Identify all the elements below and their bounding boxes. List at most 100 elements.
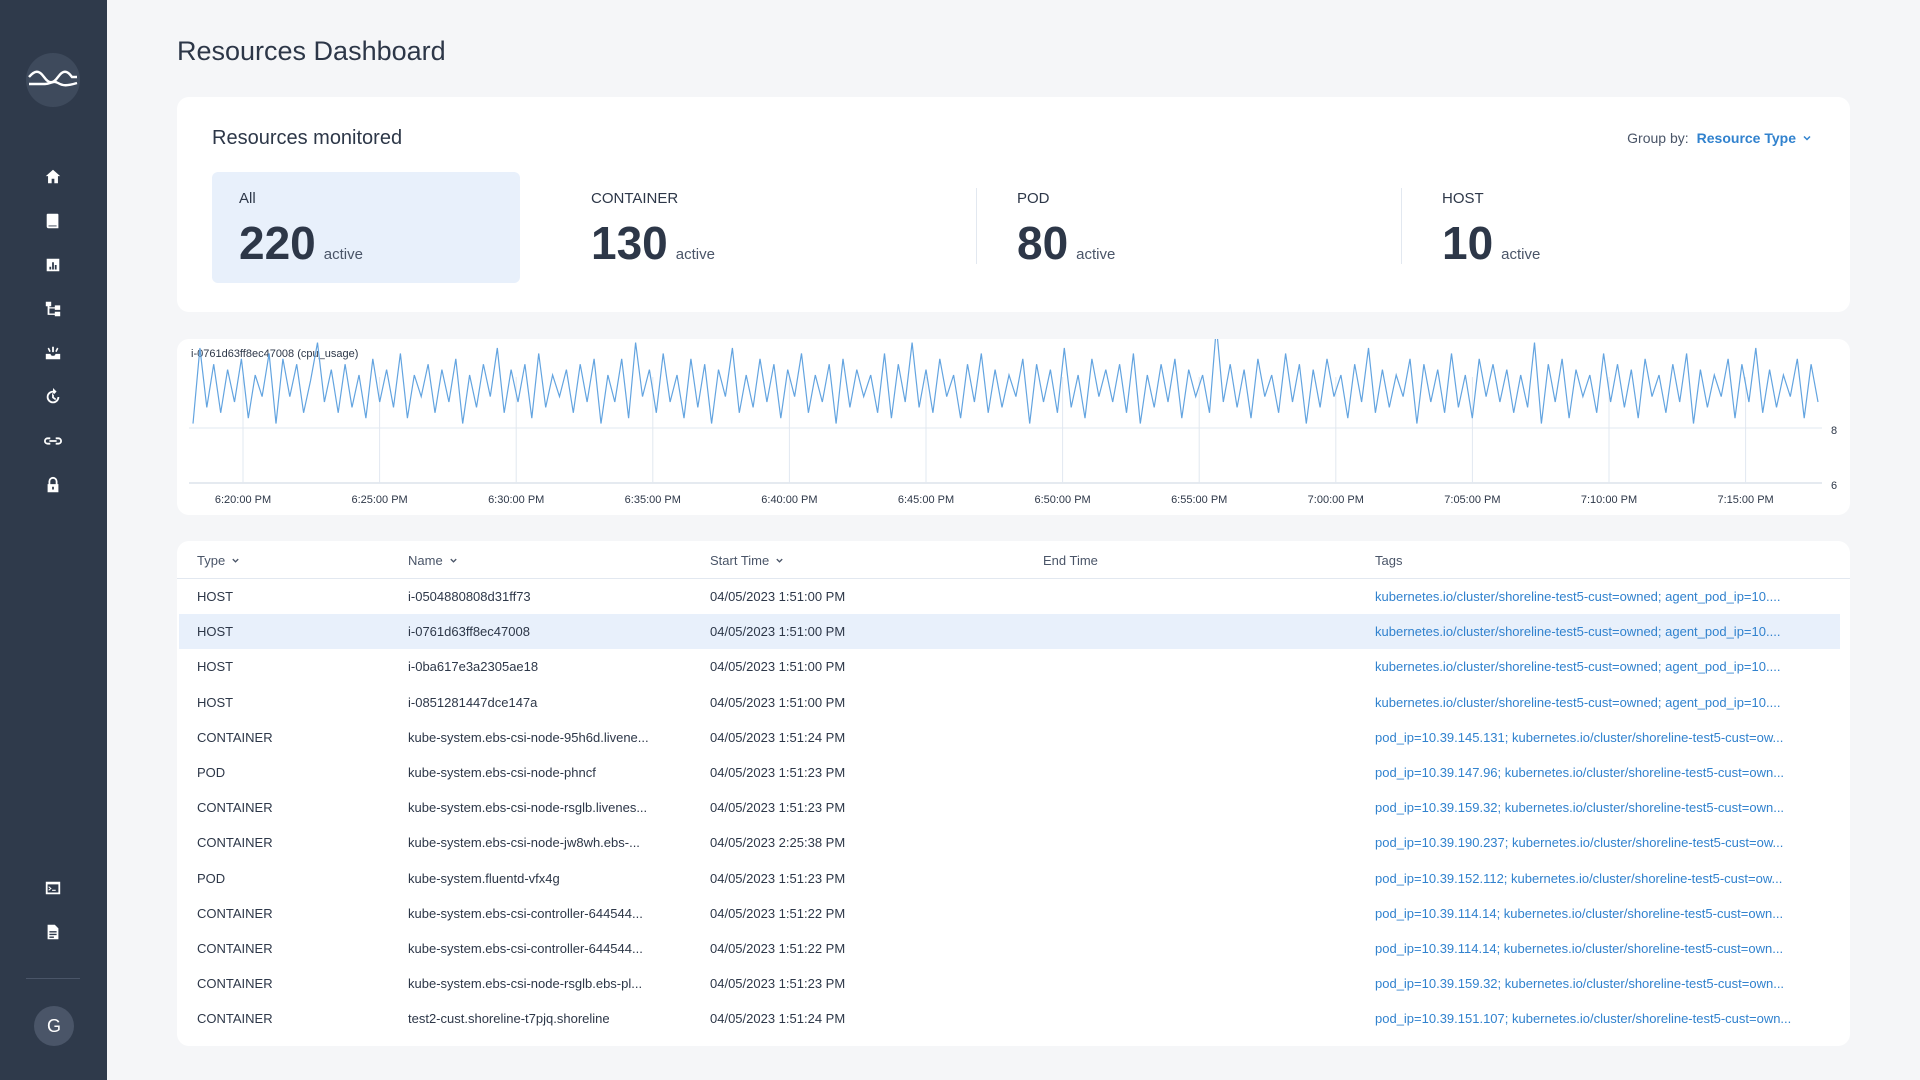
stat-host[interactable]: HOST 10 active	[1415, 172, 1735, 283]
cell-type: HOST	[197, 659, 234, 675]
cell-name: kube-system.ebs-csi-controller-644544...	[408, 905, 643, 921]
group-by: Group by: Resource Type	[1627, 130, 1812, 146]
cpu-usage-chart[interactable]: 6:20:00 PM 6:25:00 PM 6:30:00 PM 6:35:00 PM…	[177, 339, 1850, 515]
stat-unit: active	[1501, 246, 1541, 263]
table-row[interactable]: POD kube-system.ebs-csi-node-phncf 04/05/2…	[179, 755, 1840, 790]
table-row[interactable]: HOST i-0851281447dce147a 04/05/2023 1:51:0…	[179, 685, 1840, 720]
stat-value: 80	[1017, 217, 1069, 269]
inbox-icon	[45, 346, 61, 360]
cell-tags[interactable]: pod_ip=10.39.151.107; kubernetes.io/clus…	[1375, 1011, 1792, 1027]
chevron-down-icon	[776, 558, 783, 563]
nav-security[interactable]	[38, 470, 68, 500]
x-tick-label: 6:25:00 PM	[351, 494, 407, 506]
stat-value: 130	[591, 217, 668, 269]
cell-tags[interactable]: kubernetes.io/cluster/shoreline-test5-cu…	[1375, 659, 1781, 675]
cell-tags[interactable]: pod_ip=10.39.159.32; kubernetes.io/clust…	[1375, 976, 1785, 992]
table-row[interactable]: POD kube-system.fluentd-vfx4g 04/05/2023 1…	[179, 861, 1840, 896]
x-tick-label: 6:30:00 PM	[488, 494, 544, 506]
cell-tags[interactable]: pod_ip=10.39.152.112; kubernetes.io/clus…	[1375, 870, 1783, 886]
stat-unit: active	[323, 246, 363, 263]
link-icon	[44, 437, 62, 445]
cell-start: 04/05/2023 1:51:22 PM	[710, 905, 846, 921]
column-label: Name	[408, 553, 443, 568]
logo[interactable]	[26, 53, 80, 107]
stat-unit: active	[675, 246, 715, 263]
refresh-icon	[46, 388, 60, 404]
stat-value: 10	[1442, 217, 1494, 269]
cell-type: HOST	[197, 694, 234, 710]
nav-dashboards[interactable]	[38, 250, 68, 280]
x-tick-label: 6:35:00 PM	[625, 494, 681, 506]
user-avatar[interactable]: G	[34, 1006, 74, 1046]
cell-tags[interactable]: kubernetes.io/cluster/shoreline-test5-cu…	[1375, 589, 1781, 604]
cell-type: CONTAINER	[197, 941, 273, 956]
stat-label: POD	[1017, 190, 1050, 207]
column-header-start-time[interactable]: Start Time	[710, 553, 784, 568]
column-header-name[interactable]: Name	[408, 553, 458, 568]
cell-tags[interactable]: pod_ip=10.39.190.237; kubernetes.io/clus…	[1375, 835, 1784, 851]
nav-home[interactable]	[38, 162, 68, 192]
y-tick-label: 8	[1831, 425, 1837, 437]
cell-tags[interactable]: kubernetes.io/cluster/shoreline-test5-cu…	[1375, 694, 1781, 710]
resources-card: Resources monitored Group by: Resource T…	[177, 97, 1850, 312]
cell-tags[interactable]: pod_ip=10.39.147.96; kubernetes.io/clust…	[1375, 765, 1785, 780]
nav-docs[interactable]	[38, 917, 68, 947]
chevron-down-icon	[232, 558, 239, 563]
stat-label: All	[239, 190, 256, 207]
column-header-tags[interactable]: Tags	[1375, 553, 1402, 568]
cell-tags[interactable]: pod_ip=10.39.145.131; kubernetes.io/clus…	[1375, 729, 1784, 745]
wave-logo-icon	[28, 70, 78, 87]
column-label: Type	[197, 553, 226, 568]
nav-terminal[interactable]	[38, 873, 68, 903]
group-by-dropdown[interactable]: Resource Type	[1697, 130, 1812, 146]
table-row[interactable]: CONTAINER kube-system.ebs-csi-controller-…	[179, 896, 1840, 931]
cell-type: HOST	[197, 624, 234, 640]
table-header: Type Name Start Time End Time Tags	[177, 541, 1850, 579]
nav-runbooks[interactable]	[38, 206, 68, 236]
cell-type: CONTAINER	[197, 729, 273, 745]
document-icon	[47, 924, 59, 940]
cell-name: test2-cust.shoreline-t7pjq.shoreline	[408, 1011, 610, 1027]
stat-container[interactable]: CONTAINER 130 active	[564, 172, 884, 283]
column-header-end-time[interactable]: End Time	[1043, 553, 1098, 568]
group-by-label: Group by:	[1627, 130, 1689, 146]
table-row[interactable]: HOST i-0504880808d31ff73 04/05/2023 1:51:0…	[179, 579, 1840, 614]
table-row[interactable]: CONTAINER kube-system.ebs-csi-node-95h6d.…	[179, 720, 1840, 755]
cell-tags[interactable]: pod_ip=10.39.159.32; kubernetes.io/clust…	[1375, 800, 1785, 816]
table-row[interactable]: CONTAINER test2-cust.shoreline-t7pjq.shor…	[179, 1001, 1840, 1036]
nav-topology[interactable]	[38, 294, 68, 324]
cell-type: POD	[197, 870, 226, 886]
table-row[interactable]: CONTAINER kube-system.ebs-csi-controller-…	[179, 931, 1840, 966]
stat-all[interactable]: All 220 active	[212, 172, 520, 283]
cell-tags[interactable]: pod_ip=10.39.114.14; kubernetes.io/clust…	[1375, 905, 1784, 921]
cell-start: 04/05/2023 1:51:00 PM	[710, 624, 846, 640]
cell-tags[interactable]: kubernetes.io/cluster/shoreline-test5-cu…	[1375, 624, 1781, 640]
cell-name: kube-system.ebs-csi-node-phncf	[408, 765, 596, 780]
stat-pod[interactable]: POD 80 active	[990, 172, 1310, 283]
sidebar-divider	[26, 978, 80, 979]
cell-start: 04/05/2023 2:25:38 PM	[710, 835, 846, 851]
cell-name: kube-system.ebs-csi-node-rsglb.ebs-pl...	[408, 976, 643, 992]
sidebar: G	[0, 0, 107, 1080]
cell-type: CONTAINER	[197, 800, 273, 816]
cell-name: kube-system.ebs-csi-node-95h6d.livene...	[408, 729, 649, 745]
chevron-down-icon	[1803, 135, 1811, 141]
nav-history[interactable]	[38, 382, 68, 412]
cell-tags[interactable]: pod_ip=10.39.114.14; kubernetes.io/clust…	[1375, 941, 1784, 956]
nav-incidents[interactable]	[38, 338, 68, 368]
stat-unit: active	[1076, 246, 1116, 263]
cell-name: kube-system.fluentd-vfx4g	[408, 870, 560, 886]
resources-title: Resources monitored	[212, 127, 403, 149]
table-row[interactable]: CONTAINER kube-system.ebs-csi-node-rsglb.…	[179, 790, 1840, 825]
x-tick-label: 6:50:00 PM	[1034, 494, 1090, 506]
table-row[interactable]: CONTAINER kube-system.ebs-csi-node-rsglb.…	[179, 966, 1840, 1001]
table-row[interactable]: CONTAINER kube-system.ebs-csi-node-jw8wh.…	[179, 825, 1840, 860]
cell-start: 04/05/2023 1:51:24 PM	[710, 1011, 846, 1027]
table-row[interactable]: HOST i-0ba617e3a2305ae18 04/05/2023 1:51:0…	[179, 649, 1840, 684]
cell-start: 04/05/2023 1:51:22 PM	[710, 941, 846, 956]
column-header-type[interactable]: Type	[197, 553, 240, 568]
cell-start: 04/05/2023 1:51:23 PM	[710, 870, 846, 886]
cell-type: POD	[197, 765, 226, 780]
table-row[interactable]: HOST i-0761d63ff8ec47008 04/05/2023 1:51:0…	[179, 614, 1840, 650]
nav-integrations[interactable]	[38, 426, 68, 456]
